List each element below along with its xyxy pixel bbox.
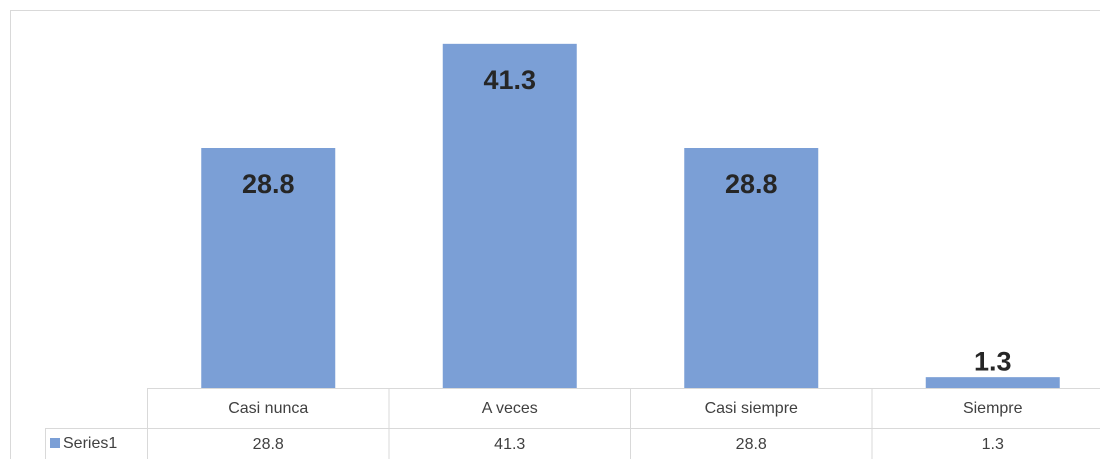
data-label: 1.3	[974, 346, 1012, 376]
x-tick-label: Casi siempre	[705, 400, 798, 417]
x-tick-label: A veces	[482, 400, 538, 417]
data-label: 28.8	[242, 169, 295, 199]
data-label: 41.3	[483, 65, 536, 95]
legend-key	[50, 438, 60, 448]
x-tick-label: Siempre	[963, 400, 1023, 417]
table-value: 1.3	[982, 436, 1004, 453]
bar	[684, 148, 819, 388]
legend-label: Series1	[63, 435, 117, 452]
bar	[925, 377, 1060, 388]
table-value: 28.8	[736, 436, 767, 453]
x-tick-label: Casi nunca	[228, 400, 308, 417]
data-label: 28.8	[725, 169, 778, 199]
table-value: 28.8	[253, 436, 284, 453]
bar	[442, 43, 577, 388]
bar	[201, 148, 336, 388]
table-value: 41.3	[494, 436, 525, 453]
